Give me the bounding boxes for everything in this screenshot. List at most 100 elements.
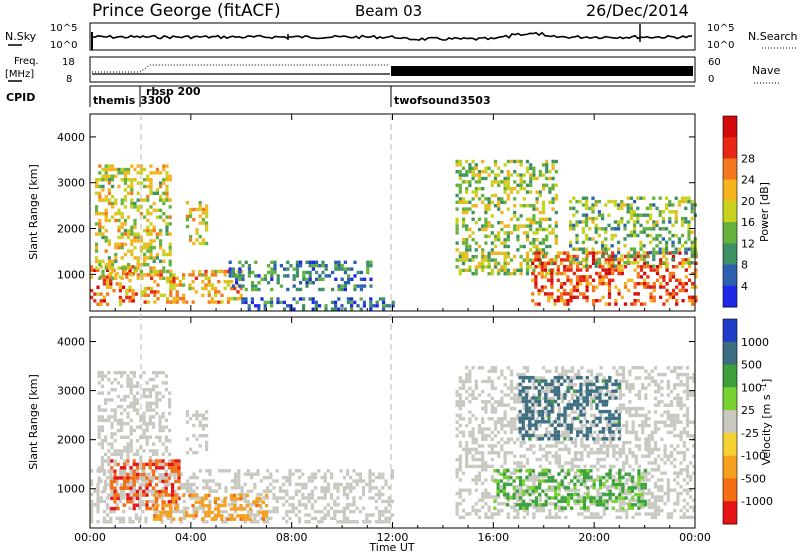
range-cell (159, 184, 163, 189)
range-cell (458, 272, 462, 276)
range-cell (267, 264, 271, 268)
range-cell (681, 216, 685, 221)
range-cell (477, 474, 482, 479)
range-cell (123, 462, 127, 467)
range-cell (519, 204, 523, 208)
range-cell (152, 425, 156, 429)
range-cell (660, 372, 664, 377)
range-cell (690, 210, 694, 214)
range-cell (148, 462, 152, 467)
range-cell (573, 502, 578, 506)
range-cell (126, 496, 130, 501)
range-cell (234, 472, 238, 476)
range-cell (111, 201, 115, 206)
range-cell (218, 486, 222, 490)
range-cell (650, 505, 654, 509)
range-cell (102, 282, 106, 286)
range-cell (637, 488, 642, 492)
range-cell (575, 282, 580, 286)
range-cell (135, 489, 139, 494)
range-cell (346, 503, 350, 507)
range-cell (334, 307, 338, 311)
range-cell (481, 505, 485, 509)
range-cell (669, 461, 674, 465)
range-cell (126, 493, 130, 497)
range-cell (652, 264, 656, 268)
range-cell (224, 469, 228, 473)
range-cell (618, 396, 622, 401)
range-cell (689, 488, 693, 492)
range-cell (163, 513, 167, 517)
range-cell (333, 509, 337, 514)
range-cell (592, 479, 596, 483)
range-cell (497, 251, 501, 255)
range-cell (535, 200, 539, 204)
range-cell (201, 497, 205, 501)
range-cell (538, 508, 542, 513)
range-cell (685, 389, 690, 394)
range-cell (655, 244, 659, 248)
range-cell (497, 420, 501, 424)
range-cell (541, 479, 545, 483)
range-cell (685, 468, 690, 472)
range-cell (387, 496, 391, 500)
range-cell (201, 238, 205, 242)
range-cell (143, 259, 147, 263)
range-cell (461, 447, 466, 452)
range-cell (636, 254, 640, 259)
range-cell (625, 457, 629, 462)
range-cell (563, 496, 567, 500)
range-cell (585, 285, 589, 289)
range-cell (608, 496, 612, 500)
range-cell (263, 304, 267, 308)
range-cell (481, 389, 485, 394)
range-cell (663, 471, 667, 475)
range-cell (168, 205, 172, 209)
range-cell (123, 398, 127, 402)
range-cell (465, 207, 469, 211)
range-cell (356, 304, 360, 308)
range-cell (614, 285, 618, 289)
range-cell (165, 503, 169, 508)
range-cell (554, 479, 558, 483)
range-cell (158, 466, 162, 470)
range-cell (644, 478, 648, 482)
range-cell (253, 472, 257, 476)
range-cell (639, 213, 643, 217)
range-cell (647, 437, 651, 441)
range-cell (589, 372, 594, 377)
range-cell (155, 391, 159, 395)
range-cell (269, 509, 273, 514)
range-cell (126, 374, 130, 378)
range-cell (685, 420, 690, 424)
range-cell (384, 509, 388, 514)
range-cell (538, 447, 542, 452)
range-cell (279, 300, 283, 305)
range-cell (662, 285, 666, 289)
range-cell (458, 183, 462, 187)
range-cell (126, 377, 130, 382)
range-cell (577, 457, 581, 462)
range-cell (650, 515, 654, 520)
range-cell (468, 183, 472, 187)
range-cell (129, 486, 133, 490)
range-cell (682, 389, 686, 394)
range-cell (631, 366, 635, 370)
range-cell (503, 440, 507, 445)
range-cell (185, 420, 189, 424)
range-cell (182, 276, 186, 280)
range-cell (621, 464, 626, 469)
range-cell (564, 369, 568, 373)
range-cell (561, 372, 565, 377)
range-cell (506, 451, 510, 455)
range-cell (538, 227, 542, 232)
range-cell (266, 486, 270, 490)
range-cell (113, 371, 117, 375)
range-cell (111, 184, 115, 189)
range-cell (177, 496, 181, 501)
range-cell (621, 491, 626, 496)
range-cell (537, 302, 541, 306)
range-cell (155, 462, 159, 467)
range-cell (474, 512, 478, 516)
range-cell (647, 451, 651, 455)
